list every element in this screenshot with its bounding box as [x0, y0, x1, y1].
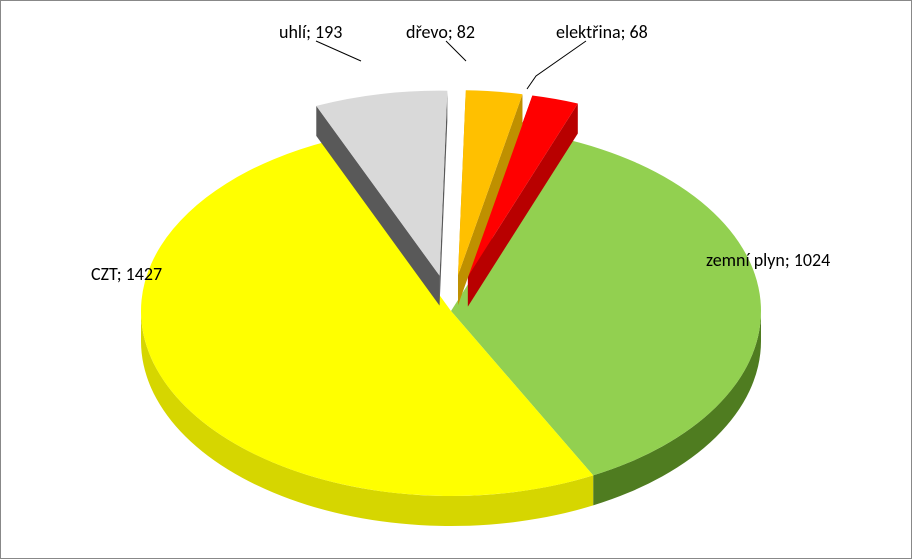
pie-chart-container: elektřina; 68 zemní plyn; 1024 CZT; 1427… — [0, 0, 912, 559]
slice-label-drevo: dřevo; 82 — [406, 21, 475, 43]
slice-label-zemni-plyn: zemní plyn; 1024 — [706, 249, 830, 271]
slice-label-czt: CZT; 1427 — [91, 263, 162, 285]
slice-label-elektrina: elektřina; 68 — [556, 21, 648, 43]
slice-label-uhli: uhlí; 193 — [279, 21, 342, 43]
